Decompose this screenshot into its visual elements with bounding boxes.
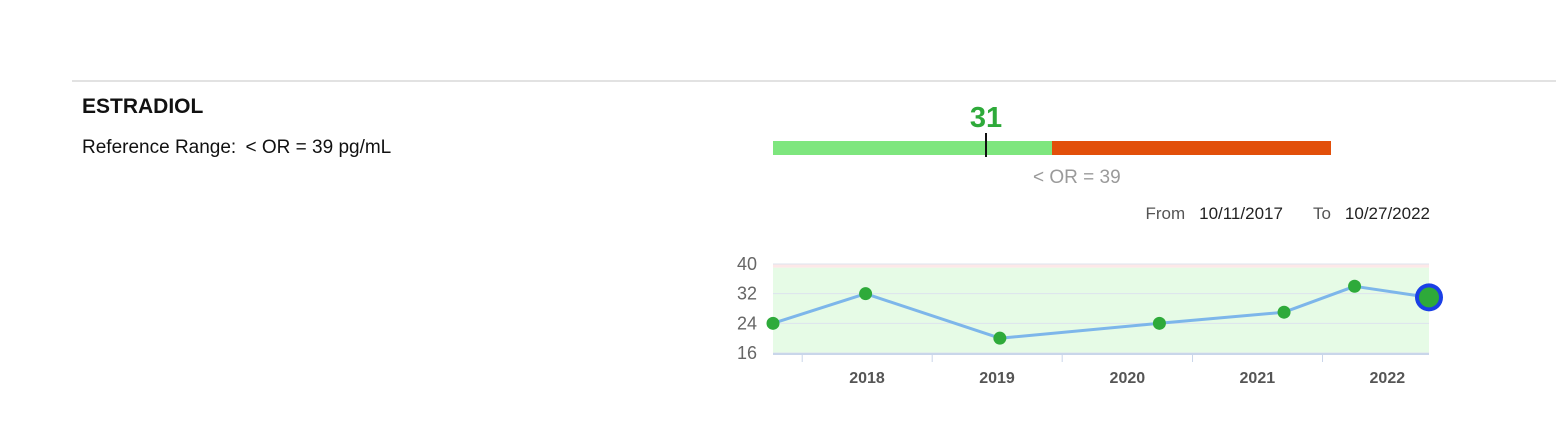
x-tick-label: 2022 [1370,370,1406,387]
to-label: To [1312,204,1331,223]
latest-data-point [1419,287,1439,308]
data-point [766,316,780,330]
high-range-bar [1052,141,1331,155]
y-tick-label: 40 [737,254,757,274]
current-result-value: 31 [969,102,1003,134]
data-point [993,331,1007,345]
y-tick-label: 32 [737,284,757,304]
data-point [1152,316,1166,330]
x-tick-label: 2021 [1240,370,1276,387]
date-range: From 10/11/2017 To 10/27/2022 [1145,204,1430,224]
normal-range-band [773,267,1429,353]
x-tick-label: 2018 [849,370,885,387]
section-divider [72,80,1556,82]
range-threshold-label: < OR = 39 [1033,167,1121,188]
data-point [1277,305,1291,319]
current-value-marker [985,133,987,157]
y-tick-label: 24 [737,313,757,333]
reference-range-value: < OR = 39 pg/mL [245,137,392,158]
from-date[interactable]: 10/11/2017 [1199,204,1283,223]
trend-chart: 16 24 32 40 2018 2019 2020 2021 2022 [737,254,1443,387]
data-point [1348,279,1362,293]
x-tick-label: 2019 [979,370,1015,387]
from-label: From [1145,204,1186,223]
reference-range-label: Reference Range: [82,137,237,158]
to-date[interactable]: 10/27/2022 [1344,204,1430,223]
normal-range-bar [773,141,1052,155]
high-range-band [773,264,1429,268]
test-name: ESTRADIOL [82,95,204,118]
x-tick-label: 2020 [1110,370,1146,387]
reference-range: Reference Range: < OR = 39 pg/mL [82,137,391,159]
data-point [859,287,873,301]
y-tick-label: 16 [737,343,757,363]
